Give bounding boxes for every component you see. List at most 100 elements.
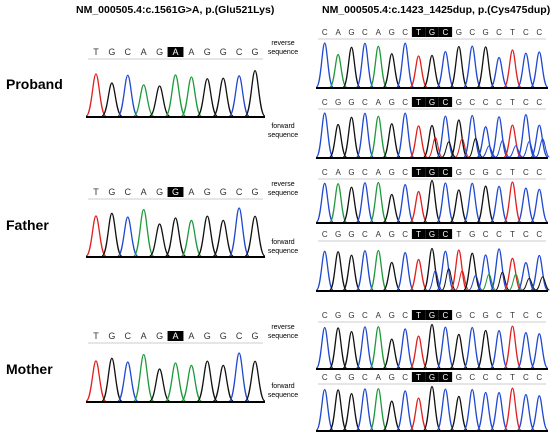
right-chromatogram-proband-forward-base-1: G	[335, 98, 341, 107]
right-chromatogram-mother-reverse-base-4: A	[376, 311, 382, 320]
right-chromatogram-proband-reverse-base-15: C	[523, 28, 529, 37]
right-chromatogram-father-forward-base-11: G	[469, 230, 475, 239]
right-chromatogram-father-forward-base-5: G	[389, 230, 395, 239]
right-chromatogram-mother-forward-highlight-8	[425, 372, 439, 382]
right-chromatogram-mother-reverse-base-9: C	[443, 311, 449, 320]
left-chromatogram-father-peak-1	[101, 212, 123, 257]
left-chromatogram-father-peak-9	[228, 207, 250, 257]
left-chromatogram-proband-base-3: A	[141, 47, 147, 57]
left-chromatogram-mother-base-1: G	[108, 331, 115, 341]
right-chromatogram-proband-reverse-peak-7	[409, 55, 428, 88]
right-chromatogram-mother-reverse-base-14: T	[510, 311, 515, 320]
left-chromatogram-father-peak-5	[165, 217, 186, 257]
left-chromatogram-proband-peak-2	[117, 74, 139, 117]
right-chromatogram-mother-reverse-base-13: C	[496, 311, 502, 320]
right-chromatogram-mother-reverse-base-6: C	[402, 311, 408, 320]
right-chromatogram-mother-forward-base-2: G	[348, 373, 354, 382]
right-chromatogram-proband-reverse-base-8: G	[429, 28, 435, 37]
left-chromatogram-proband-base-10: G	[252, 47, 259, 57]
right-chromatogram-father-forward-base-12: C	[483, 230, 489, 239]
right-chromatogram-proband-reverse-base-11: C	[469, 28, 475, 37]
right-chromatogram-proband-reverse-base-12: G	[483, 28, 489, 37]
right-chromatogram-father-forward-base-10: T	[456, 230, 461, 239]
right-chromatogram-father-reverse-base-11: C	[469, 168, 475, 177]
left-chromatogram-proband-base-6: A	[188, 47, 194, 57]
left-chromatogram-proband-base-1: G	[108, 47, 115, 57]
right-chromatogram-mother-reverse-base-2: G	[348, 311, 354, 320]
left-chromatogram-proband-base-4: G	[156, 47, 163, 57]
right-chromatogram-father-reverse-peak-13	[490, 185, 509, 223]
right-chromatogram-mother-forward-peak-14	[503, 387, 522, 431]
right-chromatogram-proband-forward-base-3: C	[362, 98, 368, 107]
right-chromatogram-mother-forward-base-13: C	[496, 373, 502, 382]
right-chromatogram-mother-reverse-peak-3	[355, 326, 374, 369]
right-chromatogram-proband-reverse-peak-3	[355, 42, 374, 88]
right-chromatogram-mother-forward-highlight-7	[411, 372, 426, 382]
right-chromatogram-mother-reverse-base-16: C	[536, 311, 542, 320]
right-chromatogram-proband-forward-highlight-9	[438, 97, 453, 107]
right-chromatogram-father-forward-base-1: G	[335, 230, 341, 239]
right-chromatogram-proband-reverse-peak-2	[342, 46, 361, 88]
right-chromatogram-proband-forward-peak-1	[329, 123, 348, 158]
right-chromatogram-father-reverse-base-9: C	[443, 168, 449, 177]
right-chromatogram-mother-forward-peak-13	[490, 392, 509, 431]
right-chromatogram-father-forward-peak-15	[517, 262, 535, 291]
right-chromatogram-mother-forward-base-14: T	[510, 373, 515, 382]
left-chromatogram-proband-peak-7	[196, 78, 218, 117]
right-chromatogram-mother-reverse-base-7: T	[416, 311, 421, 320]
left-chromatogram-father-base-6: A	[188, 187, 194, 197]
right-chromatogram-father-reverse-peak-4	[369, 181, 388, 223]
right-chromatogram-mother-reverse-peak-4	[369, 326, 388, 369]
right-chromatogram-proband-reverse-highlight-7	[411, 27, 426, 37]
right-chromatogram-mother-reverse-base-12: G	[483, 311, 489, 320]
right-chromatogram-father-forward-base-8: G	[429, 230, 435, 239]
left-chromatogram-proband-base-5: A	[172, 47, 178, 57]
seq-label-proband-reverse: reverse sequence	[267, 40, 299, 56]
left-chromatogram-father-highlight-5	[167, 187, 184, 197]
right-chromatogram-mother-reverse-peak-12	[476, 329, 495, 369]
right-chromatogram-mother-reverse-highlight-8	[425, 310, 439, 320]
right-chromatogram-proband-forward-peak-4	[369, 115, 388, 158]
right-chromatogram-proband-forward-peak-13	[490, 116, 509, 158]
right-chromatogram-proband-reverse-base-13: C	[496, 28, 502, 37]
right-chromatogram-mother-forward-base-10: G	[456, 373, 462, 382]
right-chromatogram-proband-reverse-peak-14	[503, 49, 522, 88]
right-chromatogram-father-forward-highlight-7	[411, 229, 426, 239]
right-chromatogram-proband-forward-peak-8	[423, 124, 441, 158]
right-chromatogram-proband-forward-peak-12	[476, 126, 495, 158]
right-chromatogram-father-forward-base-4: A	[376, 230, 382, 239]
right-chromatogram-father-reverse-base-5: G	[389, 168, 395, 177]
right-chromatogram-father-reverse-base-10: G	[456, 168, 462, 177]
left-chromatogram-father-peak-4	[149, 223, 170, 257]
right-chromatogram-proband-forward-base-16: C	[536, 98, 542, 107]
left-chromatogram-father-base-10: G	[252, 187, 259, 197]
right-chromatogram-father-forward-peak-10	[449, 249, 468, 291]
right-chromatogram-mother-forward-base-15: C	[523, 373, 529, 382]
right-chromatogram-father-reverse-highlight-9	[438, 167, 453, 177]
right-chromatogram-proband-reverse-base-1: A	[335, 28, 341, 37]
left-chromatogram-proband-peak-5	[165, 74, 186, 117]
right-chromatogram-father-forward-peak-9	[436, 250, 455, 291]
right-chromatogram-father-reverse-base-8: G	[429, 168, 435, 177]
right-chromatogram-mother-forward-peak-3	[355, 388, 374, 431]
right-chromatogram-father-reverse-base-13: C	[496, 168, 502, 177]
right-chromatogram-proband-reverse-peak-0	[315, 42, 334, 88]
right-chromatogram-father-reverse-base-15: C	[523, 168, 529, 177]
left-chromatogram-father-peak-8	[212, 219, 234, 257]
right-chromatogram-father-forward-highlight-8	[425, 229, 439, 239]
right-chromatogram-mother-reverse-peak-15	[516, 331, 535, 369]
right-chromatogram-proband-reverse-peak-6	[396, 42, 415, 88]
right-chromatogram-father-forward-peak-13	[490, 248, 509, 291]
right-chromatogram-father-reverse-peak-3	[355, 182, 374, 223]
left-chromatogram-mother-base-2: C	[125, 331, 132, 341]
right-chromatogram-father-reverse-base-16: C	[536, 168, 542, 177]
right-chromatogram-father-forward-peak-2	[342, 254, 361, 291]
right-chromatogram-father-reverse-peak-9	[436, 182, 455, 223]
right-chromatogram-mother-reverse-peak-1	[329, 327, 348, 369]
left-chromatogram-father-base-0: T	[93, 187, 99, 197]
right-chromatogram-proband-forward-peak-6	[396, 112, 415, 158]
left-chromatogram-father-base-3: A	[141, 187, 147, 197]
right-chromatogram-mother-forward-peak-2	[342, 392, 361, 431]
